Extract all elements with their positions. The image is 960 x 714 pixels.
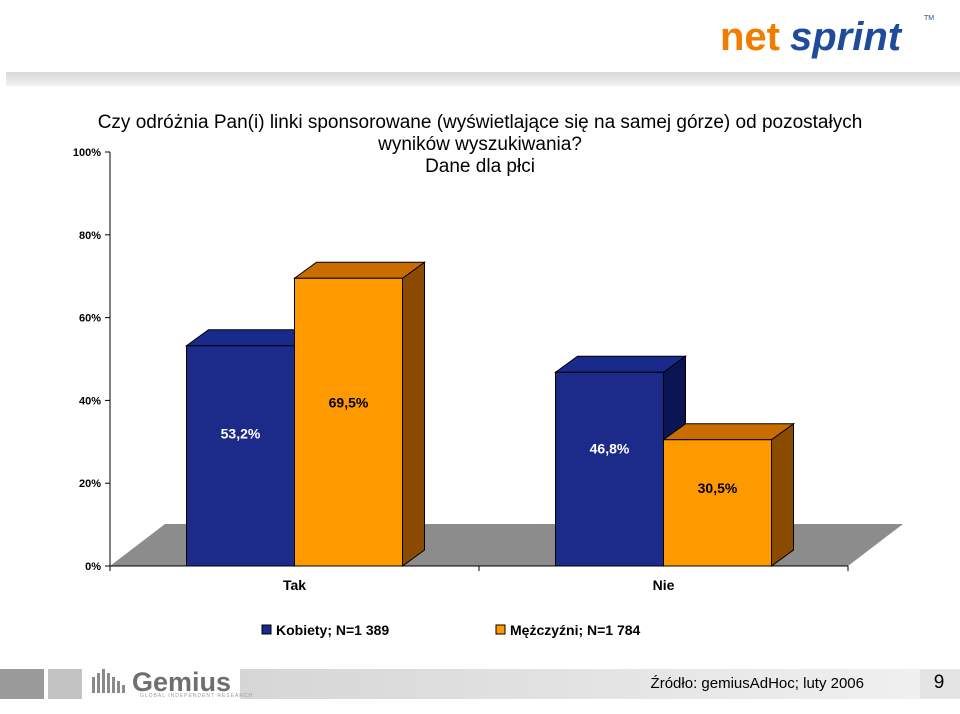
bar-side [771, 422, 794, 567]
bar [294, 277, 403, 567]
bar-side [402, 261, 425, 567]
legend-swatch [261, 624, 272, 635]
data-label: 69,5% [329, 395, 369, 411]
gemius-logo-text: Gemius [132, 666, 232, 697]
y-tick-label: 60% [79, 313, 101, 325]
gemius-logo: Gemius [92, 665, 231, 699]
logo-sprint-text: sprint [790, 15, 903, 59]
bar-top [661, 423, 796, 441]
legend-label: Kobiety; N=1 389 [276, 622, 389, 638]
y-tick-label: 80% [79, 230, 101, 242]
bar [186, 345, 295, 567]
x-category-label: Nie [653, 577, 675, 593]
legend-label: Mężczyźni; N=1 784 [510, 622, 641, 638]
data-label: 46,8% [590, 441, 630, 457]
data-label: 30,5% [698, 480, 738, 496]
y-tick-label: 0% [85, 561, 101, 573]
title-line-1: Czy odróżnia Pan(i) linki sponsorowane (… [97, 112, 863, 133]
y-tick-label: 100% [73, 147, 101, 159]
legend-swatch [495, 624, 506, 635]
page-number: 9 [933, 672, 945, 693]
title-line-2: wyników wyszukiwania? [378, 134, 582, 155]
logo-net-text: net [720, 15, 780, 59]
footer-gray-block-2 [48, 669, 82, 699]
gemius-bars-icon [92, 669, 125, 693]
header-band [6, 72, 960, 86]
bar [555, 371, 664, 567]
footer-page-box [920, 669, 960, 699]
bar [663, 439, 772, 567]
footer-gray-bar [240, 669, 920, 699]
gemius-logo-subtitle: GLOBAL INDEPENDENT RESEARCH [140, 693, 254, 699]
chart-title: Czy odróżnia Pan(i) linki sponsorowane (… [60, 112, 900, 178]
bar-top [553, 355, 688, 373]
y-tick-label: 20% [79, 478, 101, 490]
netsprint-logo: net sprint TM [712, 6, 944, 66]
source-note: Źródło: gemiusAdHoc; luty 2006 [650, 675, 864, 692]
x-category-label: Tak [283, 577, 306, 593]
footer-gray-block-1 [0, 669, 44, 699]
logo-tm: TM [924, 15, 934, 22]
title-line-3: Dane dla płci [425, 156, 535, 177]
data-label: 53,2% [221, 425, 261, 441]
y-tick-label: 40% [79, 395, 101, 407]
bar-top [292, 261, 427, 279]
